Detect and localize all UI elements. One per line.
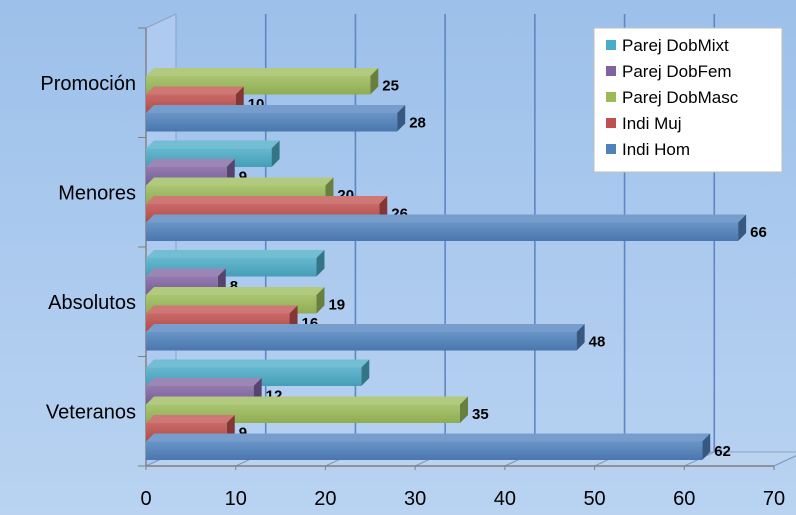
legend-label: Indi Hom — [622, 140, 690, 159]
data-label: 62 — [714, 443, 731, 460]
legend-swatch — [606, 92, 616, 102]
bar-end-face — [460, 396, 468, 423]
bar-top-face — [146, 105, 406, 113]
bar[interactable] — [146, 324, 585, 351]
bar-top-face — [146, 287, 325, 295]
data-label: 66 — [750, 224, 767, 241]
x-tick-label: 40 — [494, 488, 516, 510]
x-tick-label: 20 — [314, 488, 336, 510]
legend-swatch — [606, 144, 616, 154]
bar-end-face — [316, 287, 325, 314]
x-tick-label: 60 — [673, 488, 695, 510]
legend-swatch — [606, 40, 616, 50]
data-label: 9 — [239, 168, 247, 185]
bar-end-face — [271, 140, 280, 167]
bar-top-face — [146, 196, 388, 204]
bar-top-face — [146, 305, 298, 314]
legend-label: Parej DobFem — [622, 62, 732, 81]
legend-label: Parej DobMixt — [622, 36, 729, 55]
bar-top-face — [146, 324, 585, 332]
bar-top-face — [146, 86, 244, 95]
bar-front-face — [146, 222, 739, 241]
bar-front-face — [146, 332, 577, 351]
bar-end-face — [738, 214, 747, 241]
data-label: 48 — [589, 333, 606, 350]
bar-top-face — [146, 433, 711, 442]
x-tick-label: 30 — [404, 488, 426, 510]
bar-end-face — [361, 359, 370, 386]
bar-top-face — [146, 359, 370, 368]
bar-top-face — [146, 378, 262, 386]
legend-label: Indi Muj — [622, 114, 682, 133]
bar-top-face — [146, 268, 226, 277]
legend-box — [593, 27, 783, 173]
bar-top-face — [146, 177, 334, 186]
data-label: 28 — [409, 114, 426, 131]
bar-end-face — [702, 433, 711, 460]
legend-swatch — [606, 66, 616, 76]
bar[interactable] — [146, 433, 711, 461]
x-tick-label: 50 — [583, 488, 605, 510]
category-label: Promoción — [40, 73, 136, 95]
category-label: Absolutos — [48, 292, 136, 314]
x-tick-label: 10 — [225, 488, 247, 510]
bar-front-face — [146, 113, 398, 132]
floor-gridline — [773, 455, 796, 467]
bar-top-face — [146, 140, 280, 149]
x-tick-label: 0 — [140, 488, 151, 510]
data-label: 19 — [328, 296, 345, 313]
data-label: 25 — [382, 77, 399, 94]
data-label: 35 — [472, 406, 489, 423]
bar-end-face — [370, 68, 379, 95]
legend-label: Parej DobMasc — [622, 88, 739, 107]
bar-top-face — [146, 250, 325, 258]
data-label: 8 — [230, 278, 238, 295]
bar-top-face — [146, 396, 468, 405]
category-label: Veteranos — [46, 401, 136, 423]
bar-end-face — [316, 250, 325, 277]
bar-front-face — [146, 441, 703, 460]
bar-end-face — [397, 105, 406, 132]
x-tick-label: 70 — [763, 488, 785, 510]
bar-top-face — [146, 415, 235, 423]
legend-swatch — [606, 118, 616, 128]
bar-top-face — [146, 159, 235, 167]
bar-top-face — [146, 68, 379, 76]
data-label: 9 — [239, 424, 247, 441]
bar[interactable] — [146, 214, 747, 242]
bar[interactable] — [146, 105, 406, 132]
bar-end-face — [576, 324, 585, 351]
category-label: Menores — [58, 182, 136, 204]
bar-top-face — [146, 214, 747, 223]
